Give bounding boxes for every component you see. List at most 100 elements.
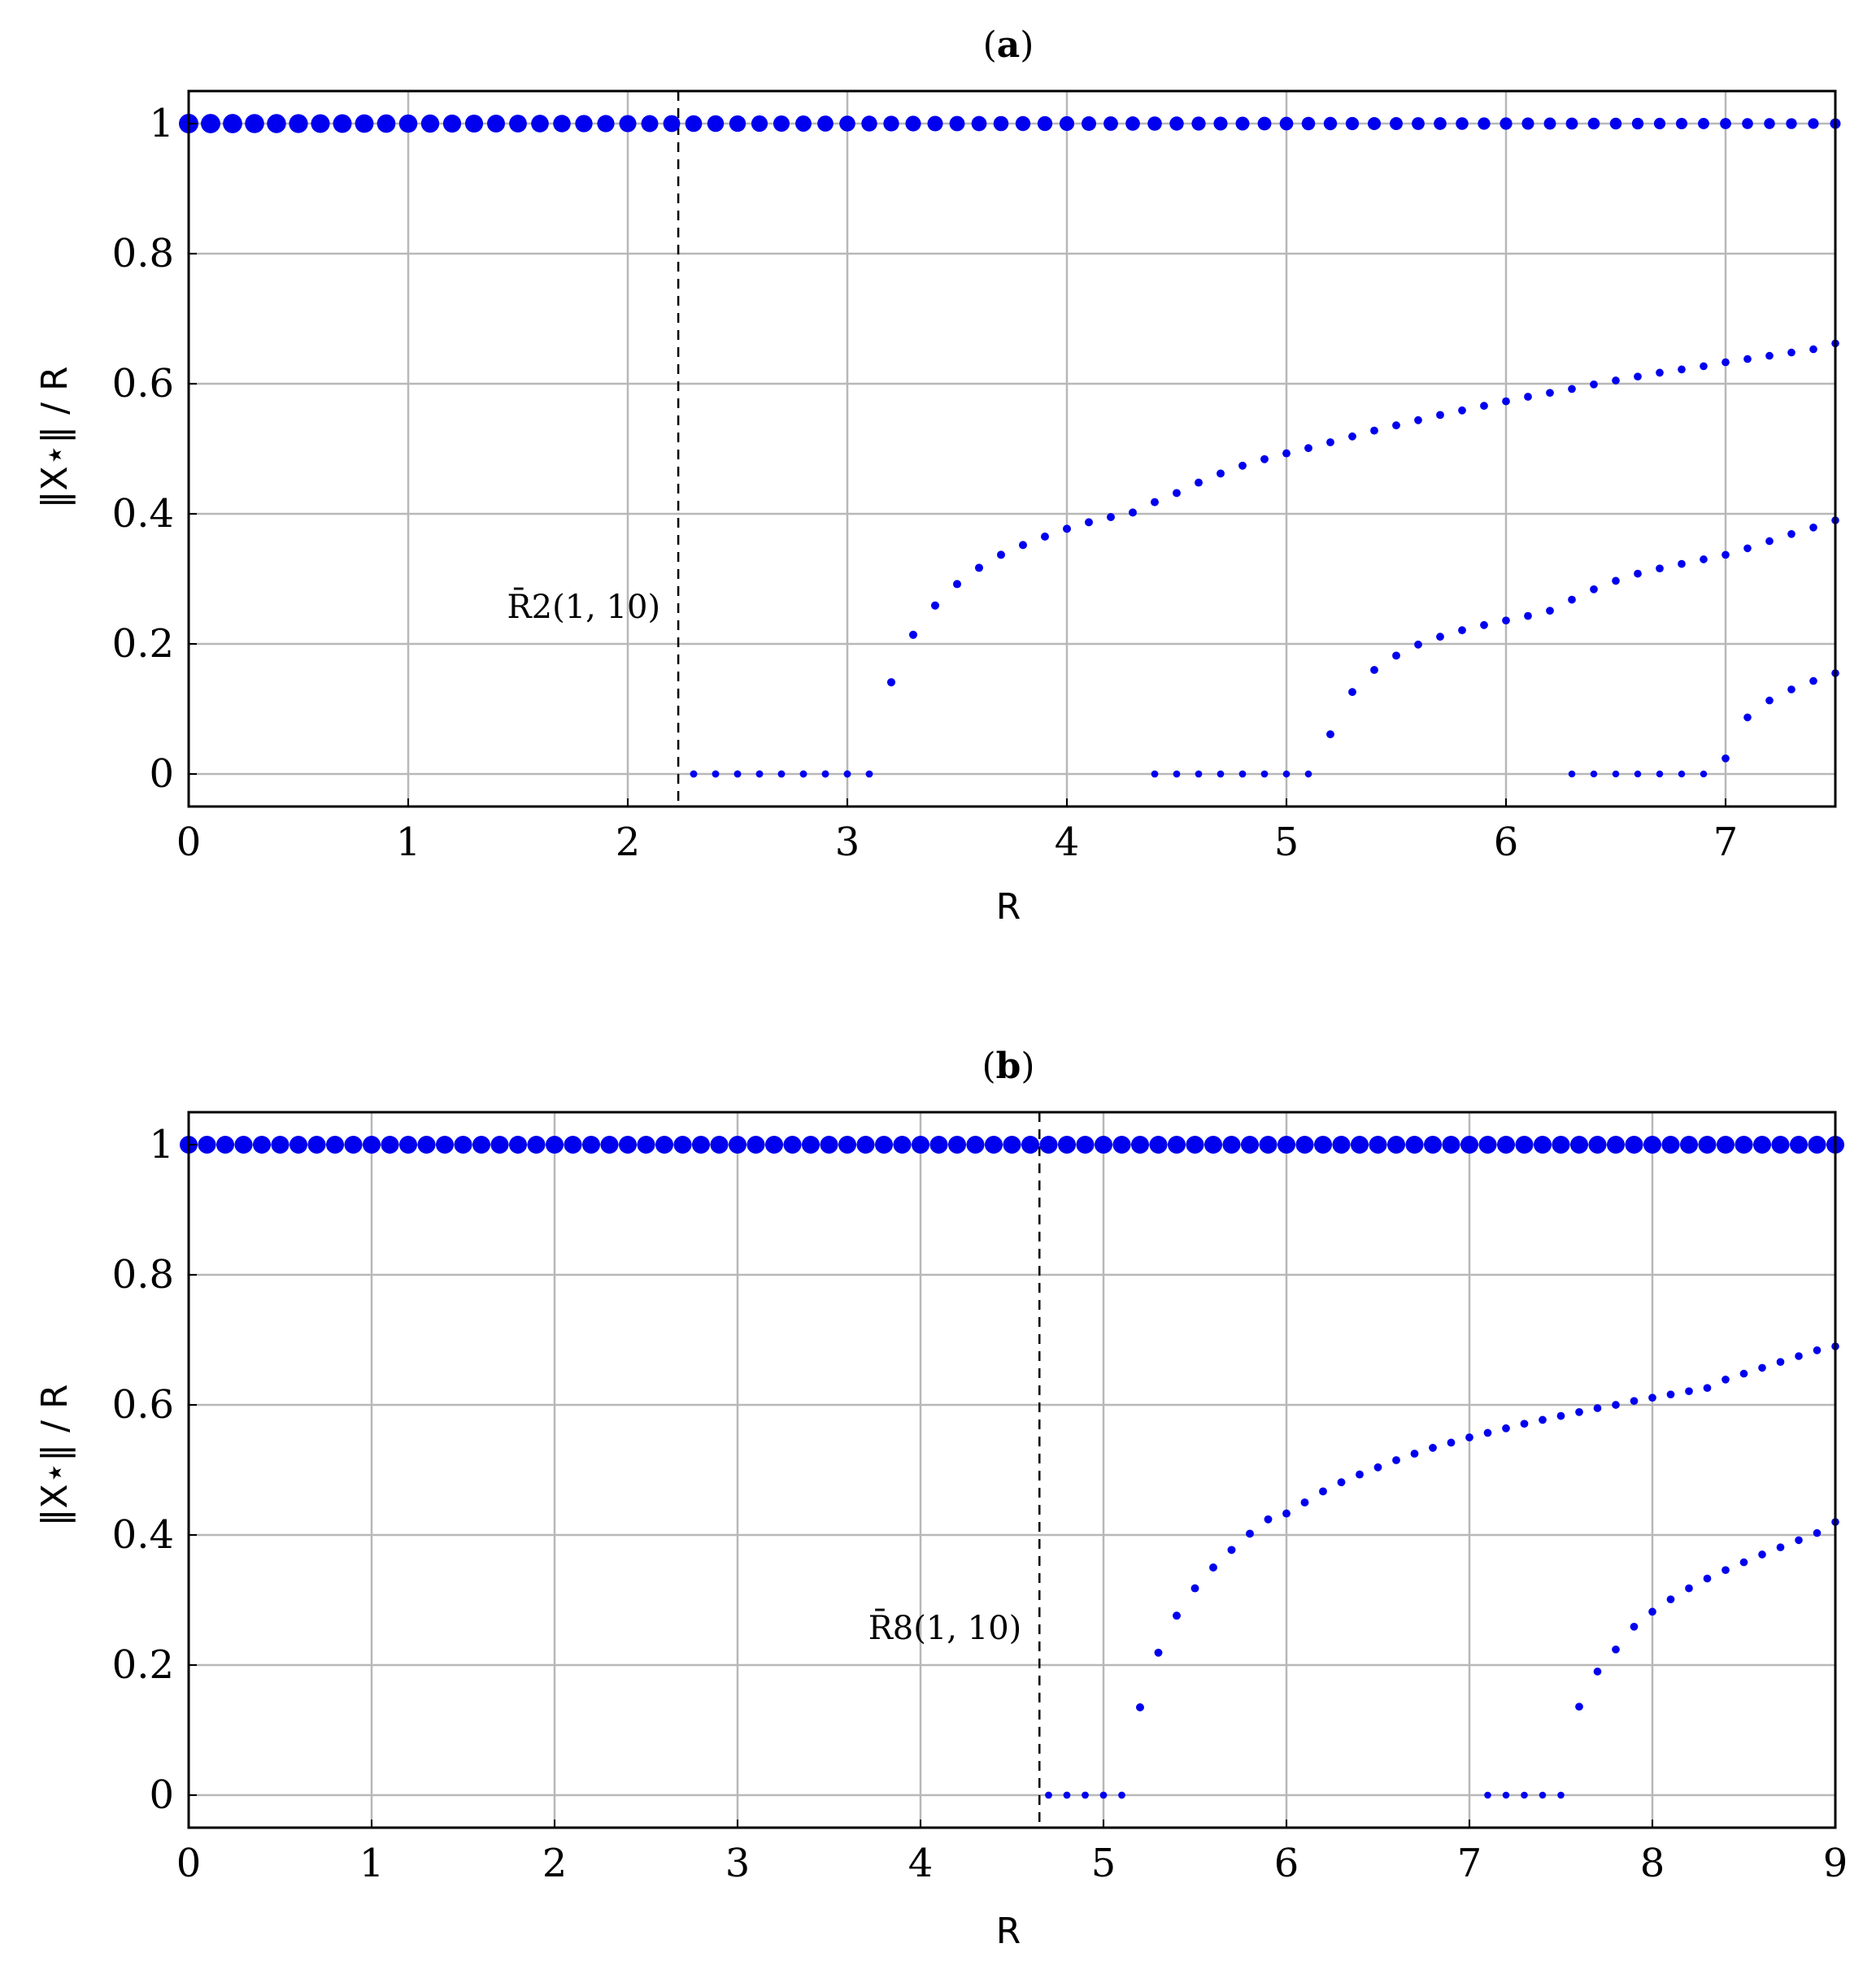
data-point xyxy=(663,115,681,133)
data-point xyxy=(1499,117,1513,130)
x-tick-label: 0 xyxy=(176,1841,202,1886)
data-point xyxy=(1575,1407,1583,1416)
data-point xyxy=(1675,117,1688,130)
data-point xyxy=(1390,117,1403,130)
data-point xyxy=(843,770,851,778)
data-point xyxy=(1521,117,1534,130)
data-point xyxy=(1169,116,1184,131)
y-tick-label: 0.4 xyxy=(112,491,174,537)
data-point xyxy=(1434,117,1447,130)
data-point xyxy=(1776,1543,1785,1552)
data-point xyxy=(707,115,725,133)
data-point xyxy=(1502,1791,1510,1799)
data-point xyxy=(839,115,855,132)
data-point xyxy=(1213,116,1228,131)
data-point xyxy=(1387,1136,1405,1154)
data-point xyxy=(289,1136,307,1154)
data-point xyxy=(1279,116,1294,131)
data-point xyxy=(1082,1791,1089,1799)
data-point xyxy=(1414,415,1422,424)
data-point xyxy=(1534,1136,1552,1154)
data-point xyxy=(1587,117,1600,130)
data-point xyxy=(1037,115,1053,132)
data-point xyxy=(799,770,807,778)
data-point xyxy=(971,115,987,132)
data-point xyxy=(1442,1136,1460,1154)
data-point xyxy=(234,1136,253,1154)
data-point xyxy=(1465,1433,1473,1441)
data-point xyxy=(1456,117,1469,130)
data-point xyxy=(619,115,637,133)
data-point xyxy=(1085,518,1093,527)
data-point xyxy=(1235,116,1250,131)
y-tick-label: 0.8 xyxy=(112,231,174,276)
data-point xyxy=(1612,576,1620,585)
data-point xyxy=(908,630,918,639)
data-point xyxy=(1015,115,1031,132)
data-point xyxy=(1568,385,1576,393)
data-point xyxy=(1543,117,1556,130)
y-tick-label: 0.2 xyxy=(112,1642,174,1688)
data-point xyxy=(1502,1424,1510,1433)
data-point xyxy=(861,115,877,132)
data-point xyxy=(1259,1136,1278,1154)
data-point xyxy=(1039,1136,1058,1154)
data-point xyxy=(1392,421,1400,430)
data-point xyxy=(1478,117,1491,130)
data-point xyxy=(1565,117,1578,130)
data-point xyxy=(1118,1791,1125,1799)
data-point xyxy=(1373,1463,1382,1472)
data-point xyxy=(1063,1791,1071,1799)
data-point xyxy=(1076,1136,1095,1154)
data-point xyxy=(817,115,834,132)
data-point xyxy=(1809,523,1817,532)
data-point xyxy=(1721,550,1730,559)
data-point xyxy=(1186,1136,1204,1154)
data-point xyxy=(1758,1363,1766,1372)
data-point xyxy=(912,1136,929,1154)
data-point xyxy=(655,1136,673,1154)
x-tick-label: 4 xyxy=(1055,820,1080,865)
data-point xyxy=(1685,1584,1693,1593)
x-tick-label: 2 xyxy=(542,1841,568,1886)
data-point xyxy=(893,1136,912,1154)
data-point xyxy=(838,1136,856,1154)
data-point xyxy=(597,115,615,133)
data-point xyxy=(1502,616,1510,625)
data-point xyxy=(1370,426,1378,435)
data-point xyxy=(1478,1136,1497,1154)
data-point xyxy=(1282,1509,1291,1518)
y-tick-label: 0 xyxy=(149,1772,174,1818)
data-point xyxy=(1003,1136,1021,1154)
data-point xyxy=(1369,1136,1387,1154)
data-point xyxy=(1735,1136,1753,1154)
data-point xyxy=(398,114,418,133)
data-point xyxy=(1151,770,1159,778)
data-point xyxy=(1700,555,1708,563)
data-point xyxy=(1721,754,1730,763)
data-point xyxy=(472,1136,490,1154)
data-point xyxy=(1612,1401,1620,1409)
data-point xyxy=(1568,595,1576,604)
data-point xyxy=(582,1136,600,1154)
data-point xyxy=(1021,1136,1039,1154)
panel-a-y-axis-label: ‖X⋆‖ / R xyxy=(34,366,76,508)
data-point xyxy=(905,115,921,132)
data-point xyxy=(1703,1574,1712,1583)
data-point xyxy=(1107,513,1115,521)
data-point xyxy=(1149,1136,1168,1154)
data-point xyxy=(245,114,264,133)
data-point xyxy=(1095,1136,1112,1154)
data-point xyxy=(1720,118,1731,129)
data-point xyxy=(1147,116,1162,131)
x-tick-label: 5 xyxy=(1091,1841,1116,1886)
data-point xyxy=(1460,1136,1478,1154)
x-tick-label: 9 xyxy=(1823,1841,1848,1886)
panel-a-points xyxy=(179,114,1841,778)
data-point xyxy=(1099,1791,1108,1799)
data-point xyxy=(464,114,484,133)
data-point xyxy=(1260,770,1269,778)
x-tick-label: 3 xyxy=(725,1841,751,1886)
data-point xyxy=(509,115,527,133)
data-point xyxy=(1323,116,1338,131)
